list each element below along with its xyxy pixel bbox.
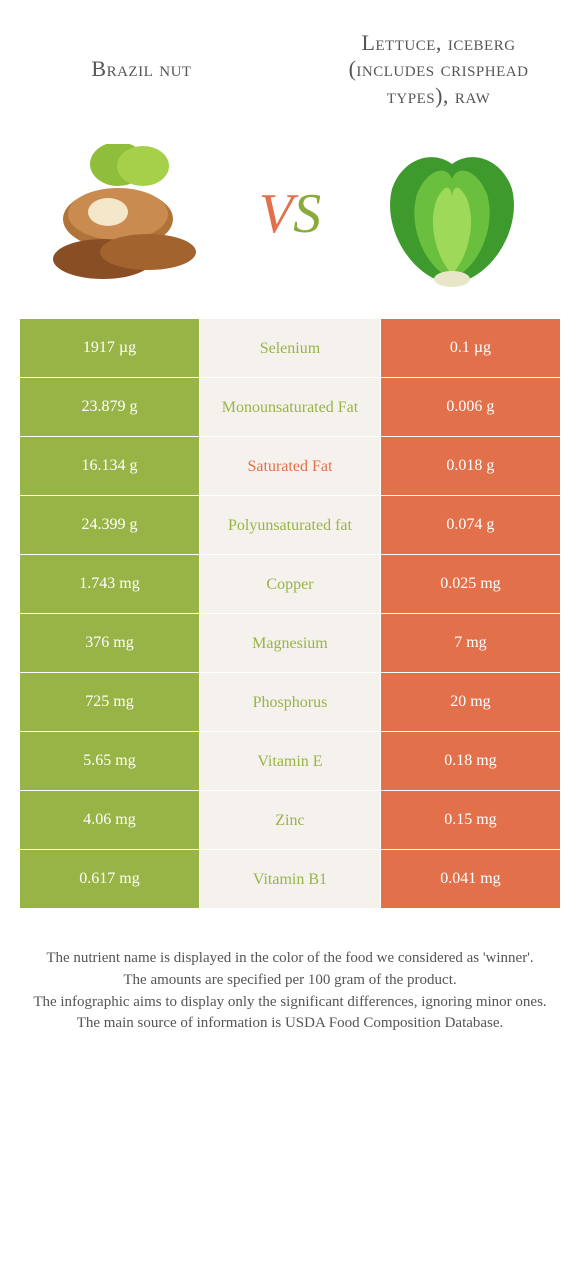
nutrient-label: Copper [200, 555, 380, 613]
footer-line-3: The infographic aims to display only the… [20, 992, 560, 1014]
value-right: 0.1 µg [380, 319, 560, 377]
nutrient-label: Phosphorus [200, 673, 380, 731]
footer-notes: The nutrient name is displayed in the co… [0, 908, 580, 1055]
value-right: 0.041 mg [380, 850, 560, 908]
table-row: 23.879 gMonounsaturated Fat0.006 g [20, 377, 560, 436]
nutrient-label: Monounsaturated Fat [200, 378, 380, 436]
value-left: 4.06 mg [20, 791, 200, 849]
table-row: 725 mgPhosphorus20 mg [20, 672, 560, 731]
footer-line-2: The amounts are specified per 100 gram o… [20, 970, 560, 992]
table-row: 4.06 mgZinc0.15 mg [20, 790, 560, 849]
table-row: 5.65 mgVitamin E0.18 mg [20, 731, 560, 790]
value-left: 23.879 g [20, 378, 200, 436]
nutrient-label: Vitamin B1 [200, 850, 380, 908]
table-row: 24.399 gPolyunsaturated fat0.074 g [20, 495, 560, 554]
nutrient-label: Polyunsaturated fat [200, 496, 380, 554]
value-left: 0.617 mg [20, 850, 200, 908]
value-left: 16.134 g [20, 437, 200, 495]
vs-s: S [293, 183, 321, 245]
value-left: 1.743 mg [20, 555, 200, 613]
table-row: 0.617 mgVitamin B10.041 mg [20, 849, 560, 908]
footer-line-1: The nutrient name is displayed in the co… [20, 948, 560, 970]
lettuce-image [367, 129, 537, 299]
value-left: 376 mg [20, 614, 200, 672]
nutrient-label: Vitamin E [200, 732, 380, 790]
table-row: 1917 µgSelenium0.1 µg [20, 319, 560, 377]
header-titles: Brazil nut Lettuce, iceberg (includes cr… [0, 0, 580, 119]
vs-label: VS [259, 182, 321, 246]
nutrient-table: 1917 µgSelenium0.1 µg23.879 gMonounsatur… [20, 319, 560, 908]
food-title-left: Brazil nut [20, 56, 263, 82]
value-right: 0.006 g [380, 378, 560, 436]
brazil-nut-image [43, 129, 213, 299]
value-left: 5.65 mg [20, 732, 200, 790]
image-row: VS [0, 119, 580, 319]
nutrient-label: Zinc [200, 791, 380, 849]
food-title-right: Lettuce, iceberg (includes crisphead typ… [317, 30, 560, 109]
value-right: 0.025 mg [380, 555, 560, 613]
table-row: 1.743 mgCopper0.025 mg [20, 554, 560, 613]
nutrient-label: Magnesium [200, 614, 380, 672]
nutrient-label: Saturated Fat [200, 437, 380, 495]
value-left: 1917 µg [20, 319, 200, 377]
value-right: 0.18 mg [380, 732, 560, 790]
value-right: 0.074 g [380, 496, 560, 554]
table-row: 376 mgMagnesium7 mg [20, 613, 560, 672]
table-row: 16.134 gSaturated Fat0.018 g [20, 436, 560, 495]
footer-line-4: The main source of information is USDA F… [20, 1013, 560, 1035]
value-right: 0.15 mg [380, 791, 560, 849]
value-left: 725 mg [20, 673, 200, 731]
nutrient-label: Selenium [200, 319, 380, 377]
value-right: 20 mg [380, 673, 560, 731]
value-right: 7 mg [380, 614, 560, 672]
vs-v: V [259, 183, 293, 245]
value-right: 0.018 g [380, 437, 560, 495]
value-left: 24.399 g [20, 496, 200, 554]
